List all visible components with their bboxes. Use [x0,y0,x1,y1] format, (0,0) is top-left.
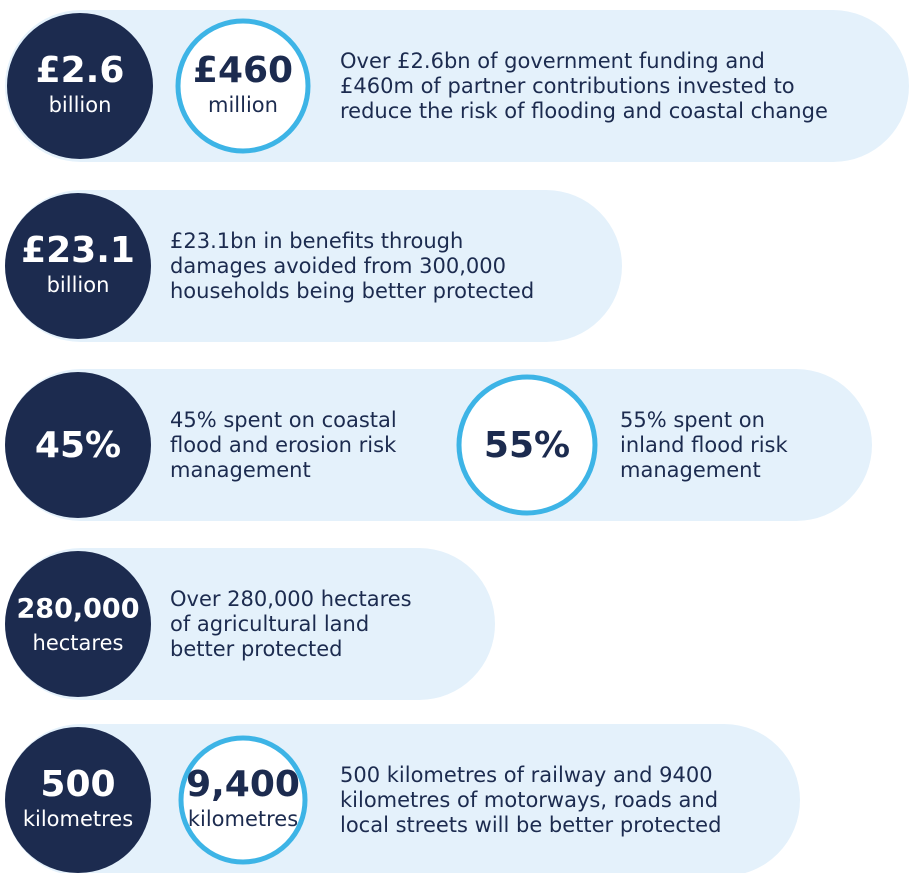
circle-number: 55% [484,425,570,466]
light-circle [456,374,598,516]
circle-number: £2.6 [36,50,125,91]
description-line: 500 kilometres of railway and 9400 [340,763,713,787]
dark-circle [7,13,153,159]
description-line: kilometres of motorways, roads and [340,788,718,812]
circle-number: 45% [35,425,121,466]
description-line: 55% spent on [620,408,765,432]
description-line: flood and erosion risk [170,433,397,457]
description-line: Over 280,000 hectares [170,587,412,611]
circle-unit: kilometres [188,807,298,831]
circle-unit: kilometres [23,807,133,831]
description-line: inland flood risk [620,433,789,457]
description-line: management [620,458,761,482]
description-line: £460m of partner contributions invested … [340,74,795,98]
circle-unit: billion [47,273,110,297]
description-line: Over £2.6bn of government funding and [340,49,765,73]
pill [5,369,872,521]
description-line: local streets will be better protected [340,813,721,837]
description-line: better protected [170,637,342,661]
dark-circle [5,727,151,873]
circle-number: 280,000 [17,594,140,625]
description-line: reduce the risk of flooding and coastal … [340,99,828,123]
light-circle [178,735,308,865]
circle-unit: million [208,93,278,117]
dark-circle [5,193,151,339]
description-line: 45% spent on coastal [170,408,397,432]
light-circle [175,18,311,154]
circle-number: £23.1 [21,230,135,271]
circle-number: 9,400 [186,764,300,805]
circle-number: £460 [193,50,293,91]
description-line: households being better protected [170,279,534,303]
circle-number: 500 [40,764,115,805]
pill [5,190,622,342]
circle-unit: billion [49,93,112,117]
dark-circle [5,372,151,518]
circle-unit: hectares [33,631,124,655]
description-line: damages avoided from 300,000 [170,254,506,278]
dark-circle [5,551,151,697]
description-line: £23.1bn in benefits through [170,229,463,253]
description-line: management [170,458,311,482]
description-line: of agricultural land [170,612,369,636]
